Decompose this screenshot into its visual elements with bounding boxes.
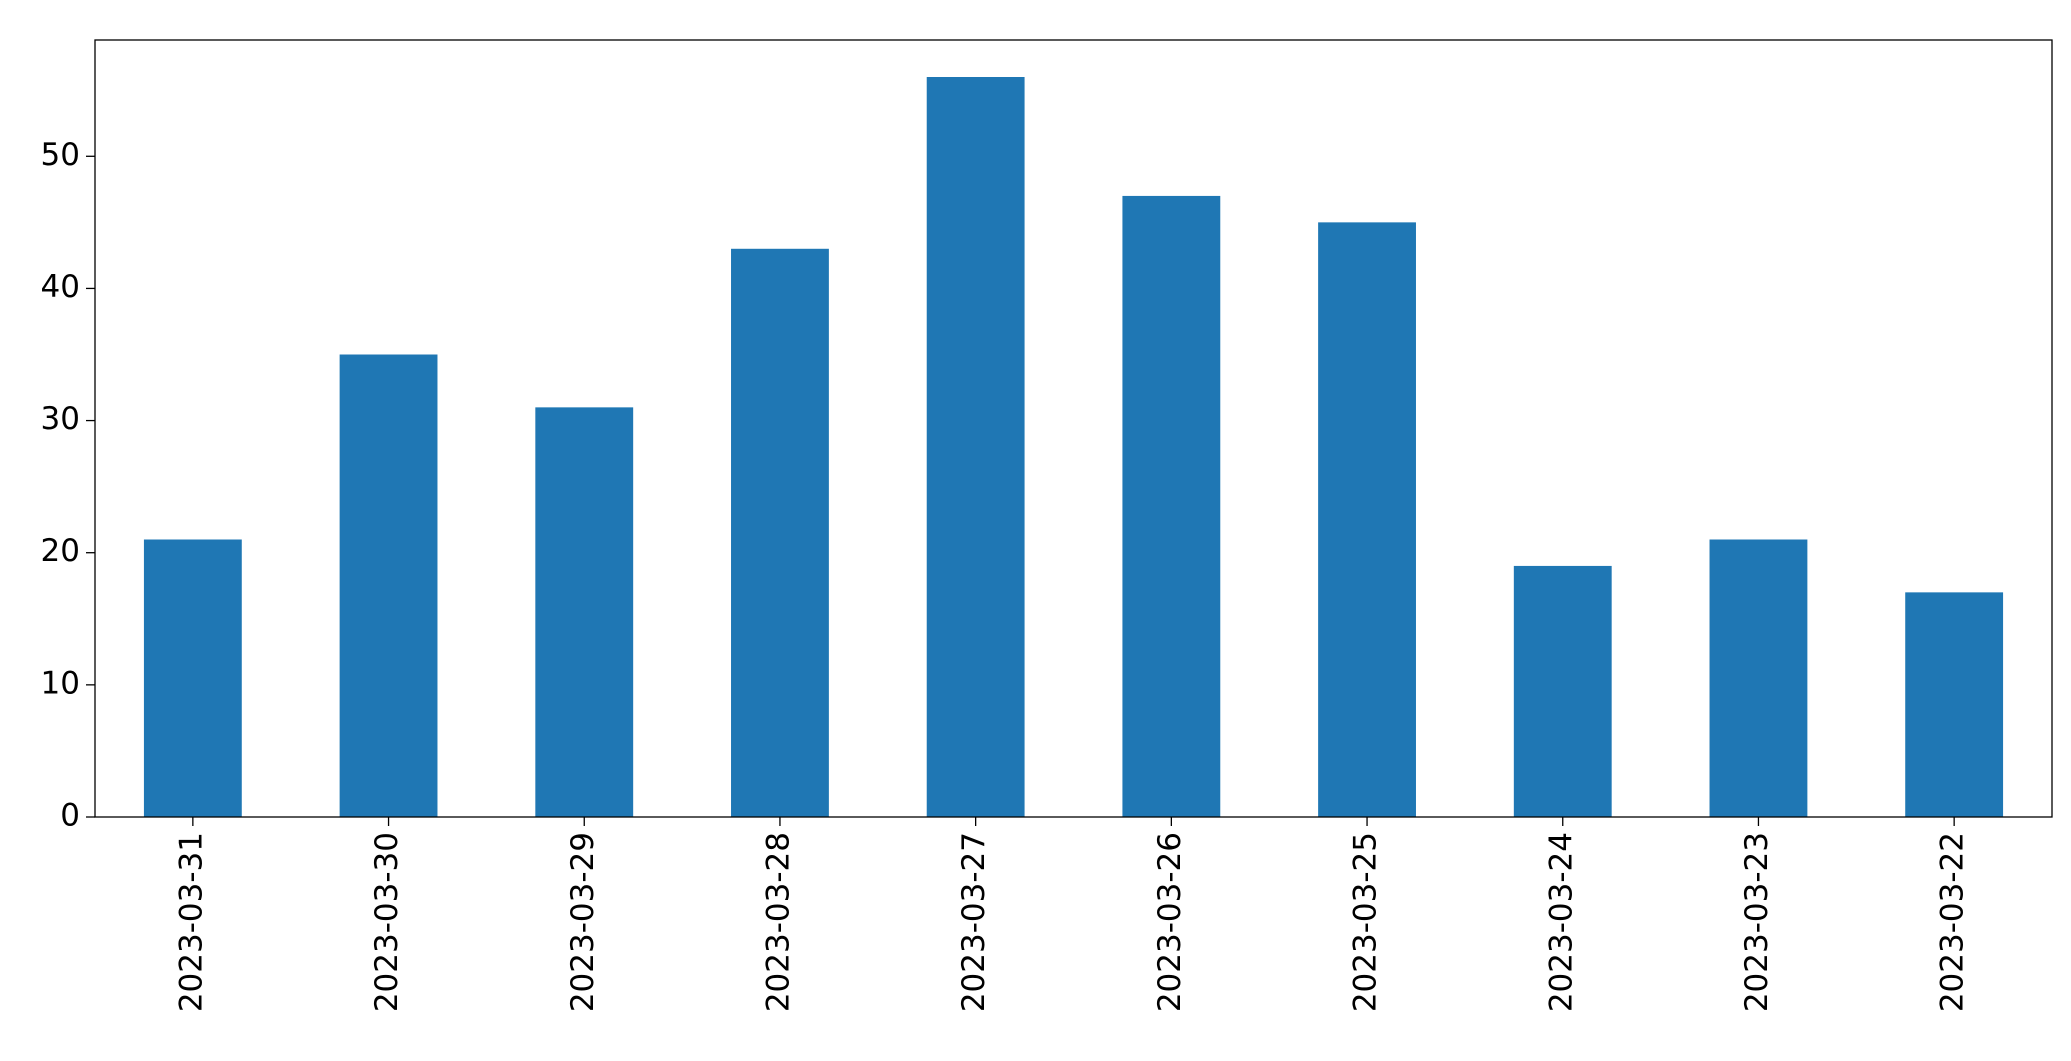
bar: [535, 407, 634, 817]
bar: [1709, 539, 1808, 817]
y-tick-label: 50: [41, 137, 80, 173]
x-tick-label: 2023-03-26: [1152, 832, 1188, 1012]
y-tick-label: 40: [41, 269, 80, 305]
x-tick-label: 2023-03-27: [956, 832, 992, 1012]
x-tick-label: 2023-03-25: [1348, 832, 1384, 1012]
y-tick-label: 0: [60, 798, 80, 834]
bar: [143, 539, 242, 817]
bar: [339, 354, 438, 817]
y-tick-label: 20: [41, 533, 80, 569]
bar: [731, 248, 829, 818]
x-tick-label: 2023-03-31: [173, 832, 209, 1012]
bar: [1318, 222, 1416, 817]
bar: [926, 77, 1025, 817]
x-tick-label: 2023-03-30: [369, 832, 405, 1012]
bar: [1122, 195, 1221, 817]
x-tick-label: 2023-03-23: [1739, 832, 1775, 1012]
plot-frame: [94, 39, 2053, 818]
bar: [1513, 565, 1612, 817]
y-tick-label: 30: [41, 401, 80, 437]
x-tick-label: 2023-03-24: [1543, 832, 1579, 1012]
x-tick-label: 2023-03-28: [760, 832, 796, 1012]
bar: [1905, 592, 2004, 817]
x-tick-label: 2023-03-22: [1935, 832, 1971, 1012]
x-tick-label: 2023-03-29: [565, 832, 601, 1012]
y-tick-label: 10: [41, 665, 80, 701]
